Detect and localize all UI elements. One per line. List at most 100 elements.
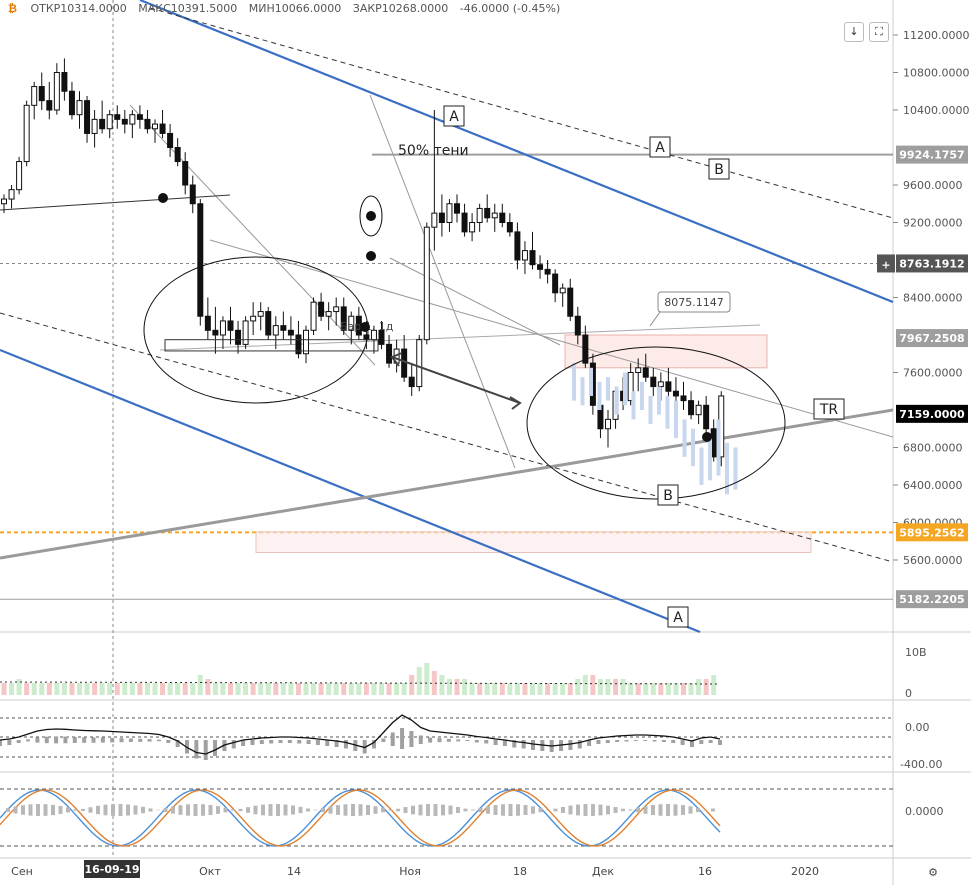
ghost-candle xyxy=(700,448,704,486)
label-box-text: A xyxy=(449,109,459,125)
ghost-candle xyxy=(674,401,678,439)
osc2-hist xyxy=(434,804,438,816)
volume-bar xyxy=(568,683,573,695)
osc1-hist xyxy=(92,737,96,742)
osc2-hist xyxy=(276,804,280,816)
candle-body xyxy=(137,115,142,120)
fullscreen-icon[interactable]: ⛶ xyxy=(869,22,889,42)
osc1-hist xyxy=(456,739,460,741)
osc2-hist xyxy=(291,806,295,815)
osc2-hist xyxy=(164,808,168,812)
ghost-candle xyxy=(581,377,585,405)
volume-bar xyxy=(424,663,429,695)
osc2-hist xyxy=(14,807,18,814)
volume-bar xyxy=(598,679,603,695)
arrow-down-icon[interactable]: ↓ xyxy=(844,22,864,42)
osc1-hist xyxy=(250,740,254,745)
osc1-hist xyxy=(54,736,58,743)
ghost-candle xyxy=(666,396,670,429)
candle-body xyxy=(326,312,331,317)
ohlc-high: МАКС10391.5000 xyxy=(138,2,237,15)
osc2-hist xyxy=(524,805,528,815)
ohlc-open: ОТКР10314.0000 xyxy=(30,2,126,15)
ghost-candle xyxy=(640,382,644,410)
label-box-text: A xyxy=(673,610,683,626)
osc1-hist xyxy=(316,740,320,745)
volume-tick-label: 10B xyxy=(905,646,927,659)
volume-bar xyxy=(379,683,384,695)
ohlc-close: ЗАКР10268.0000 xyxy=(353,2,449,15)
candle-body xyxy=(545,269,550,274)
volume-bar xyxy=(304,683,309,695)
volume-bar xyxy=(100,683,105,695)
osc1-hist xyxy=(568,740,572,750)
osc2-hist xyxy=(419,805,423,816)
volume-bar xyxy=(689,683,694,695)
volume-bar xyxy=(115,683,120,695)
osc1-hist xyxy=(344,740,348,749)
osc1-hist xyxy=(391,733,395,747)
osc1-hist xyxy=(120,738,124,742)
osc1-hist xyxy=(578,740,582,749)
volume-bar xyxy=(183,683,188,695)
candle-body xyxy=(553,274,558,293)
osc2-hist xyxy=(351,804,355,816)
volume-bar xyxy=(613,679,618,695)
volume-bar xyxy=(673,683,678,695)
ghost-candle xyxy=(683,419,687,457)
candle-body xyxy=(160,124,165,133)
volume-bar xyxy=(32,683,37,695)
candle-body xyxy=(69,91,74,114)
volume-bar xyxy=(522,683,527,695)
candle-body xyxy=(470,223,475,232)
volume-bar xyxy=(145,683,150,695)
osc2-hist xyxy=(666,804,670,816)
volume-bar xyxy=(590,675,595,695)
candle-body xyxy=(387,344,392,363)
candle-body xyxy=(485,208,490,217)
candle-body xyxy=(477,208,482,222)
x-tick-label: 14 xyxy=(287,865,301,878)
volume-bar xyxy=(39,683,44,695)
osc2-hist xyxy=(171,806,175,813)
osc2-hist xyxy=(89,807,93,813)
osc2-hist xyxy=(426,804,430,816)
candle-body xyxy=(107,115,112,129)
candle-body xyxy=(183,162,188,185)
volume-bar xyxy=(198,675,203,695)
osc2-hist xyxy=(516,804,520,815)
candle-body xyxy=(288,330,293,335)
volume-bar xyxy=(153,683,158,695)
osc2-hist xyxy=(471,810,475,811)
channel-upper-dashed xyxy=(150,8,893,218)
ghost-candle xyxy=(649,396,653,424)
candle-body xyxy=(77,101,82,115)
y-tick-label: 10400.0000 xyxy=(903,104,969,117)
volume-bar xyxy=(137,683,142,695)
volume-bar xyxy=(319,683,324,695)
osc2-hist xyxy=(6,808,10,812)
candle-body xyxy=(409,377,414,386)
pivot-dot xyxy=(360,322,370,332)
osc2-hist xyxy=(224,808,228,813)
candle-body xyxy=(455,204,460,213)
osc2-blue-line xyxy=(0,790,720,846)
osc2-hist xyxy=(486,806,490,813)
volume-bar xyxy=(47,683,52,695)
osc2-hist xyxy=(681,805,685,815)
osc2-hist xyxy=(411,806,415,815)
pivot-dot xyxy=(366,251,376,261)
candle-body xyxy=(462,213,467,232)
price-tag-text: 7967.2508 xyxy=(899,332,964,345)
candle-body xyxy=(168,133,173,147)
candle-body xyxy=(515,232,520,260)
ellipse-right xyxy=(527,347,785,499)
osc1-hist xyxy=(447,739,451,742)
osc2-hist xyxy=(329,806,333,813)
volume-bar xyxy=(220,683,225,695)
volume-bar xyxy=(77,683,82,695)
candle-body xyxy=(9,190,14,199)
volume-bar xyxy=(130,683,135,695)
